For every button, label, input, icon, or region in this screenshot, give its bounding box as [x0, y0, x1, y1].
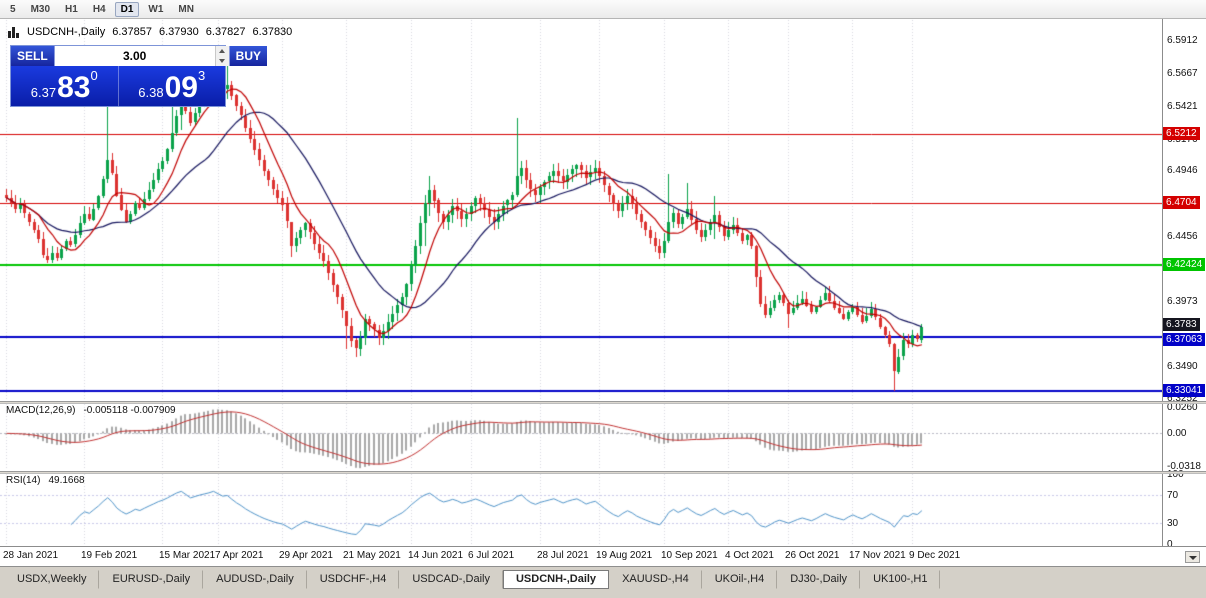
time-axis-label: 29 Apr 2021	[279, 550, 333, 561]
time-axis-label: 28 Jan 2021	[3, 550, 59, 561]
volume-field	[53, 46, 230, 66]
symbol-label: USDCNH-,Daily	[27, 26, 106, 38]
chart-tab-ukoil-h4[interactable]: UKOil-,H4	[702, 570, 778, 589]
rsi-axis-label: 70	[1167, 490, 1179, 501]
price-scale-scroll-button[interactable]	[1185, 551, 1200, 563]
time-axis-label: 19 Feb 2021	[81, 550, 138, 561]
price-axis-label: 6.4456	[1167, 230, 1198, 242]
timeframe-button-h4[interactable]: H4	[87, 2, 112, 17]
price-axis-label: 6.3490	[1167, 361, 1198, 372]
rsi-axis-label: 30	[1167, 518, 1179, 529]
high-value: 6.37930	[159, 26, 199, 38]
low-value: 6.37827	[205, 26, 246, 38]
rsi-value-text: 49.1668	[48, 475, 85, 486]
time-axis-label: 19 Aug 2021	[596, 550, 653, 561]
rsi-pane-separator[interactable]	[0, 471, 1206, 474]
price-axis[interactable]	[1162, 19, 1206, 546]
time-axis-label: 10 Sep 2021	[661, 550, 718, 561]
bid-big-digits: 83	[57, 71, 91, 104]
timeframe-toolbar: 5 M30 H1 H4 D1 W1 MN	[0, 0, 1206, 19]
open-value: 6.37857	[112, 26, 152, 38]
ask-big-digits: 09	[164, 71, 198, 104]
ask-prefix: 6.38	[138, 85, 164, 100]
chart-tab-usdcad-daily[interactable]: USDCAD-,Daily	[399, 570, 503, 589]
macd-pane-separator[interactable]	[0, 401, 1206, 404]
close-value: 6.37830	[252, 26, 293, 38]
macd-indicator-label: MACD(12,26,9) -0.005118 -0.007909	[6, 405, 176, 416]
time-axis-label: 9 Dec 2021	[909, 550, 961, 561]
volume-increase-button[interactable]	[215, 46, 229, 56]
price-axis-label: 6.5912	[1167, 35, 1198, 46]
price-line-badge-6-42424[interactable]: 6.42424	[1163, 257, 1206, 271]
chart-icon	[8, 26, 20, 38]
timeframe-button-m30[interactable]: M30	[25, 2, 56, 17]
price-line-badge-6-4704[interactable]: 6.4704	[1163, 195, 1200, 209]
price-axis-label: 6.5667	[1167, 67, 1198, 79]
time-axis-label: 28 Jul 2021	[537, 550, 589, 561]
rsi-title-text: RSI(14)	[6, 475, 41, 486]
chart-tab-usdx-weekly[interactable]: USDX,Weekly	[4, 570, 100, 589]
down-arrow-icon	[218, 59, 225, 63]
price-axis-label: 6.5421	[1167, 101, 1198, 113]
ask-price-display[interactable]: 6.38 09 3	[119, 66, 226, 106]
time-axis-label: 4 Oct 2021	[725, 550, 774, 561]
price-line-badge-6-33041[interactable]: 6.33041	[1163, 384, 1206, 398]
time-axis-label: 21 May 2021	[343, 550, 401, 561]
rsi-axis-label: 0	[1167, 539, 1173, 550]
timeframe-button-d1[interactable]: D1	[114, 1, 140, 17]
symbol-info-line: USDCNH-,Daily 6.37857 6.37930 6.37827 6.…	[8, 26, 292, 38]
volume-input[interactable]	[54, 46, 215, 66]
macd-axis-label: 0.0260	[1167, 401, 1198, 413]
time-axis-label: 7 Apr 2021	[215, 550, 264, 561]
volume-decrease-button[interactable]	[215, 56, 229, 66]
time-axis-label: 6 Jul 2021	[468, 550, 515, 561]
macd-title-text: MACD(12,26,9)	[6, 405, 76, 416]
time-axis-label: 17 Nov 2021	[849, 550, 906, 561]
macd-axis-label: 0.00	[1167, 428, 1187, 440]
price-axis-label: 6.3252	[1167, 393, 1198, 405]
ask-pip-digit: 3	[197, 68, 206, 83]
chart-tab-usdchf-h4[interactable]: USDCHF-,H4	[307, 570, 400, 589]
chart-tab-usdcnh-daily[interactable]: USDCNH-,Daily	[502, 570, 610, 589]
timeframe-button-h1[interactable]: H1	[59, 2, 84, 17]
current-price-badge: 6.3783	[1163, 317, 1200, 331]
time-axis-label: 15 Mar 2021	[159, 550, 216, 561]
chart-tab-audusd-daily[interactable]: AUDUSD-,Daily	[203, 570, 307, 589]
timeframe-button-5[interactable]: 5	[4, 2, 22, 17]
chart-tab-dj30-daily[interactable]: DJ30-,Daily	[777, 570, 861, 589]
sell-button[interactable]: SELL	[11, 46, 54, 66]
bid-prefix: 6.37	[30, 85, 57, 100]
chart-tab-eurusd-daily[interactable]: EURUSD-,Daily	[99, 570, 204, 589]
chart-tabs-bar: USDX,Weekly EURUSD-,Daily AUDUSD-,Daily USD…	[0, 566, 1206, 598]
timeframe-button-w1[interactable]: W1	[142, 2, 169, 17]
time-axis-separator	[0, 546, 1206, 547]
chart-tab-xauusd-h4[interactable]: XAUUSD-,H4	[609, 570, 702, 589]
rsi-indicator-label: RSI(14) 49.1668	[6, 475, 85, 486]
price-axis-label: 6.4946	[1167, 165, 1198, 177]
up-arrow-icon	[218, 49, 225, 53]
macd-values-text: -0.005118 -0.007909	[83, 405, 176, 416]
price-line-badge-6-37063[interactable]: 6.37063	[1163, 332, 1206, 346]
down-triangle-icon	[1189, 556, 1197, 560]
price-axis-label: 6.3973	[1167, 295, 1198, 307]
chart-tab-uk100-h1[interactable]: UK100-,H1	[860, 570, 941, 589]
buy-button[interactable]: BUY	[229, 46, 268, 66]
rsi-axis-label: 100	[1167, 469, 1184, 480]
time-axis-label: 14 Jun 2021	[408, 550, 464, 561]
volume-spinner	[214, 46, 229, 66]
bid-price-display[interactable]: 6.37 83 0	[11, 66, 119, 106]
bid-pip-digit: 0	[90, 68, 98, 83]
price-line-badge-6-5212[interactable]: 6.5212	[1163, 127, 1200, 141]
timeframe-button-mn[interactable]: MN	[172, 2, 200, 17]
macd-axis-label: -0.0318	[1167, 461, 1201, 473]
time-axis-label: 26 Oct 2021	[785, 550, 840, 561]
